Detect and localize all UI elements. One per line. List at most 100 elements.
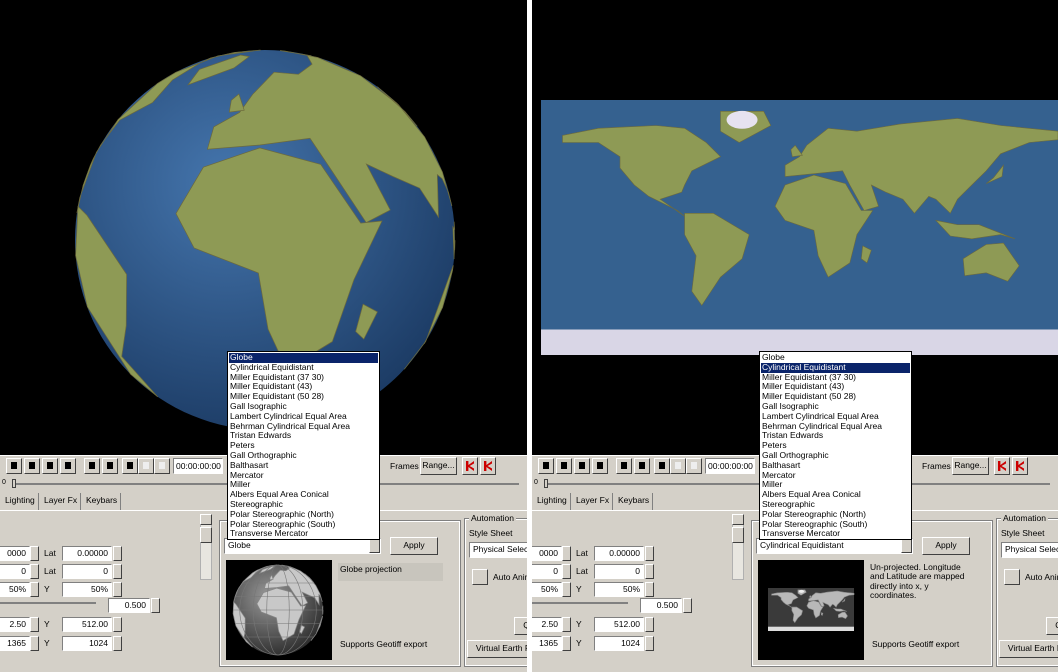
spin[interactable]: [645, 617, 654, 632]
projection-option[interactable]: Albers Equal Area Conical: [762, 489, 861, 500]
projection-option[interactable]: Behrman Cylindrical Equal Area: [230, 420, 351, 431]
nav-button[interactable]: [994, 457, 1010, 475]
spin[interactable]: [683, 598, 692, 613]
toolbar-button[interactable]: [84, 458, 100, 474]
projection-option[interactable]: Polar Stereographic (South): [230, 518, 336, 529]
field[interactable]: 1365: [0, 636, 30, 651]
projection-option[interactable]: Miller: [762, 479, 783, 490]
projection-option[interactable]: Polar Stereographic (South): [762, 518, 868, 529]
field[interactable]: 50%: [532, 582, 562, 597]
toolbar-button[interactable]: [102, 458, 118, 474]
projection-option[interactable]: Transverse Mercator: [230, 528, 309, 539]
field[interactable]: 50%: [62, 582, 112, 597]
field[interactable]: 1024: [62, 636, 112, 651]
spin[interactable]: [113, 582, 122, 597]
projection-option[interactable]: Behrman Cylindrical Equal Area: [762, 420, 883, 431]
spin[interactable]: [645, 636, 654, 651]
projection-option[interactable]: Balthasart: [762, 459, 801, 470]
apply-button[interactable]: Apply: [390, 537, 438, 555]
projection-option[interactable]: Miller Equidistant (50 28): [762, 391, 857, 402]
tab[interactable]: Keybars: [83, 493, 122, 510]
range-button[interactable]: Range...: [952, 457, 989, 475]
spin[interactable]: [30, 582, 39, 597]
projection-option[interactable]: Gall Orthographic: [762, 450, 829, 460]
projection-option[interactable]: Tristan Edwards: [762, 430, 824, 441]
virtual-earth-button[interactable]: Virtual Earth F: [999, 640, 1058, 658]
combo-arrow[interactable]: [901, 539, 912, 553]
projection-option[interactable]: Miller Equidistant (50 28): [230, 391, 325, 402]
field[interactable]: 0000: [0, 546, 30, 561]
toolbar-button[interactable]: [670, 458, 686, 474]
nav-button[interactable]: [480, 457, 496, 475]
projection-combo[interactable]: Globe: [224, 538, 381, 554]
projection-option[interactable]: Peters: [762, 440, 787, 451]
virtual-earth-button[interactable]: Virtual Earth F: [467, 640, 527, 658]
timecode[interactable]: 00:00:00:00: [705, 458, 755, 474]
style-combo[interactable]: Physical Selectio: [469, 542, 527, 558]
spin[interactable]: [645, 582, 654, 597]
spin[interactable]: [30, 564, 39, 579]
spin[interactable]: [562, 617, 571, 632]
field[interactable]: 512.00: [62, 617, 112, 632]
spin[interactable]: [113, 546, 122, 561]
spin[interactable]: [30, 636, 39, 651]
scroll-up[interactable]: [732, 514, 744, 525]
combo-arrow[interactable]: [369, 539, 380, 553]
spin[interactable]: [113, 564, 122, 579]
projection-option[interactable]: Miller Equidistant (37 30): [230, 371, 325, 382]
projection-option[interactable]: Transverse Mercator: [762, 528, 841, 539]
projection-option[interactable]: Tristan Edwards: [230, 430, 292, 441]
projection-option[interactable]: Mercator: [762, 469, 796, 480]
scroll-thumb[interactable]: [732, 527, 744, 543]
small-button[interactable]: Q: [514, 617, 527, 635]
projection-option[interactable]: Mercator: [230, 469, 264, 480]
projection-option[interactable]: Cylindrical Equidistant: [761, 362, 910, 373]
toolbar-button[interactable]: [686, 458, 702, 474]
spin[interactable]: [151, 598, 160, 613]
projection-option[interactable]: Cylindrical Equidistant: [230, 361, 314, 372]
scroll-up[interactable]: [200, 514, 212, 525]
toolbar-button[interactable]: [634, 458, 650, 474]
toolbar-button[interactable]: [6, 458, 22, 474]
projection-option[interactable]: Stereographic: [230, 499, 283, 509]
projection-option[interactable]: Globe: [762, 352, 785, 362]
nav-button[interactable]: [1012, 457, 1028, 475]
toolbar-button[interactable]: [592, 458, 608, 474]
spin[interactable]: [30, 617, 39, 632]
projection-combo[interactable]: Cylindrical Equidistant: [756, 538, 913, 554]
projection-option[interactable]: Miller Equidistant (43): [230, 381, 313, 392]
projection-option[interactable]: Miller Equidistant (37 30): [762, 371, 857, 382]
field[interactable]: 1024: [594, 636, 644, 651]
projection-option[interactable]: Lambert Cylindrical Equal Area: [762, 410, 879, 421]
spin[interactable]: [562, 546, 571, 561]
spin[interactable]: [113, 636, 122, 651]
toolbar-button[interactable]: [42, 458, 58, 474]
timecode[interactable]: 00:00:00:00: [173, 458, 223, 474]
tab[interactable]: Keybars: [615, 493, 654, 510]
style-combo[interactable]: Physical Selectio: [1001, 542, 1058, 558]
toolbar-button[interactable]: [60, 458, 76, 474]
projection-option[interactable]: Globe: [229, 352, 378, 363]
field[interactable]: 0000: [532, 546, 562, 561]
range-button[interactable]: Range...: [420, 457, 457, 475]
spin[interactable]: [645, 546, 654, 561]
tab[interactable]: Lighting: [2, 493, 39, 510]
toolbar-button[interactable]: [24, 458, 40, 474]
spin[interactable]: [562, 564, 571, 579]
projection-option[interactable]: Gall Isographic: [230, 401, 287, 411]
projection-option[interactable]: Gall Isographic: [762, 401, 819, 411]
field[interactable]: 1365: [532, 636, 562, 651]
toolbar-button[interactable]: [574, 458, 590, 474]
scale-field[interactable]: 0.500: [108, 598, 150, 613]
field[interactable]: 0: [594, 564, 644, 579]
projection-option[interactable]: Balthasart: [230, 459, 269, 470]
toolbar-button[interactable]: [556, 458, 572, 474]
nav-button[interactable]: [462, 457, 478, 475]
spin[interactable]: [645, 564, 654, 579]
field[interactable]: 0: [532, 564, 562, 579]
spin[interactable]: [113, 617, 122, 632]
projection-option[interactable]: Gall Orthographic: [230, 450, 297, 460]
toolbar-button[interactable]: [538, 458, 554, 474]
scale-field[interactable]: 0.500: [640, 598, 682, 613]
tab[interactable]: Layer Fx: [573, 493, 614, 510]
